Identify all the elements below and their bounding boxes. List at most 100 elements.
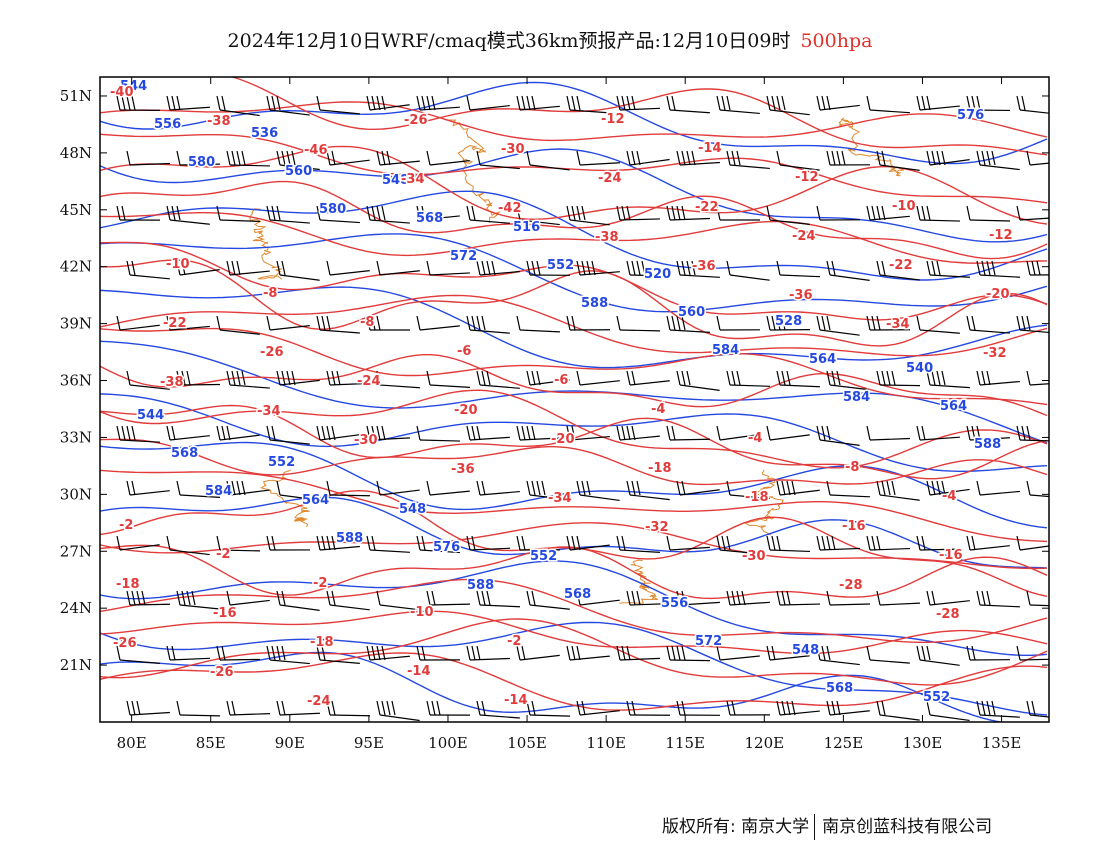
wind-barb: [826, 370, 870, 391]
wind-barb: [326, 590, 370, 611]
x-tick-label: 130E: [903, 734, 943, 752]
wind-barb: [276, 700, 320, 716]
wind-barb: [916, 315, 960, 334]
temperature-label: -26: [210, 665, 234, 680]
temperature-label: -18: [310, 635, 334, 650]
temperature-label: -30: [501, 142, 525, 157]
wind-barb: [566, 95, 610, 114]
wind-barb: [116, 315, 160, 331]
temperature-label: -46: [304, 143, 328, 158]
wind-barb: [976, 590, 1020, 608]
wind-barb: [526, 370, 570, 386]
y-tick-label: 33N: [60, 428, 92, 446]
wind-barb: [626, 150, 670, 166]
wind-barb: [426, 480, 470, 496]
wind-barb: [176, 260, 220, 276]
wind-barb: [1016, 315, 1049, 334]
coastline: [249, 208, 283, 280]
geopotential-contour: [100, 560, 1048, 656]
geopotential-contour: [100, 621, 1048, 716]
y-tick-label: 24N: [60, 599, 92, 617]
wind-barb: [516, 315, 560, 333]
wind-barb: [876, 700, 920, 721]
wind-barb: [816, 535, 860, 551]
geopotential-contours: [100, 81, 1048, 722]
wind-barb: [716, 535, 760, 555]
temperature-label: -40: [110, 85, 134, 100]
wind-barb: [1016, 645, 1049, 661]
wind-barb: [976, 370, 1020, 386]
wind-barb: [376, 700, 420, 722]
wind-barbs: [116, 95, 1049, 722]
temperature-label: -30: [742, 549, 766, 564]
wind-barb: [426, 260, 470, 276]
wind-barb: [426, 150, 470, 166]
wind-barb: [466, 205, 510, 224]
temperature-label: -20: [986, 287, 1010, 302]
geopotential-label: 564: [809, 352, 836, 367]
temperature-label: -38: [595, 230, 619, 245]
wind-barb: [216, 315, 260, 335]
wind-barb: [976, 260, 1020, 278]
wind-barb: [566, 425, 610, 441]
wind-barb: [116, 645, 160, 665]
temperature-label: -2: [313, 576, 327, 591]
title-main: 2024年12月10日WRF/cmaq模式36km预报产品:12月10日09时: [227, 30, 791, 52]
wind-barb: [576, 590, 620, 606]
geopotential-label: 528: [775, 314, 802, 329]
geopotential-label: 548: [382, 173, 409, 188]
wind-barb: [726, 260, 770, 281]
wind-barb: [476, 590, 520, 608]
wind-barb: [426, 590, 471, 606]
wind-barb: [416, 645, 461, 661]
wind-barb: [266, 315, 310, 331]
temperature-label: -42: [498, 201, 522, 216]
temperature-contour: [100, 438, 1048, 486]
wind-barb: [776, 590, 821, 606]
geopotential-label: 588: [581, 296, 608, 311]
geopotential-label: 588: [336, 531, 363, 546]
wind-barb: [616, 535, 660, 553]
wind-barb: [366, 425, 410, 441]
wind-barb: [576, 150, 620, 166]
wind-barb: [776, 700, 820, 716]
wind-barb: [316, 95, 360, 115]
wind-barb: [166, 645, 210, 661]
temperature-label: -8: [263, 286, 277, 301]
temperature-label: -38: [207, 114, 231, 129]
wind-barb: [226, 370, 270, 389]
temperature-contour: [100, 212, 1048, 264]
wind-barb: [926, 260, 970, 278]
wind-barb: [226, 590, 270, 606]
temperature-contour: [230, 77, 1048, 156]
wind-barb: [416, 425, 461, 442]
wind-barb: [616, 95, 660, 111]
x-tick-label: 85E: [196, 734, 226, 752]
wind-barb: [516, 95, 560, 111]
wind-barb: [316, 645, 360, 665]
wind-barb: [476, 370, 520, 389]
wind-barb: [1026, 700, 1049, 718]
wind-barb: [626, 260, 671, 277]
wind-barb: [826, 150, 871, 166]
geopotential-label: 568: [564, 587, 591, 602]
y-tick-label: 39N: [60, 315, 92, 333]
temperature-label: -4: [748, 431, 762, 446]
geopotential-label: 552: [530, 549, 557, 564]
wind-barb: [1016, 205, 1049, 221]
wind-barb: [926, 370, 970, 389]
wind-barb: [326, 370, 370, 386]
wind-barb: [216, 425, 260, 441]
wind-barb: [576, 370, 620, 386]
wind-barb: [766, 205, 810, 225]
y-tick-label: 27N: [60, 542, 92, 560]
wind-barb: [976, 700, 1020, 718]
wind-barb: [426, 370, 470, 388]
wind-barb: [566, 205, 610, 226]
geopotential-label: 588: [974, 437, 1001, 452]
wind-barb: [876, 480, 920, 501]
wind-barb: [1026, 260, 1049, 276]
wind-barb: [966, 95, 1011, 112]
temperature-label: -2: [216, 547, 230, 562]
temperature-contour: [100, 522, 1048, 570]
